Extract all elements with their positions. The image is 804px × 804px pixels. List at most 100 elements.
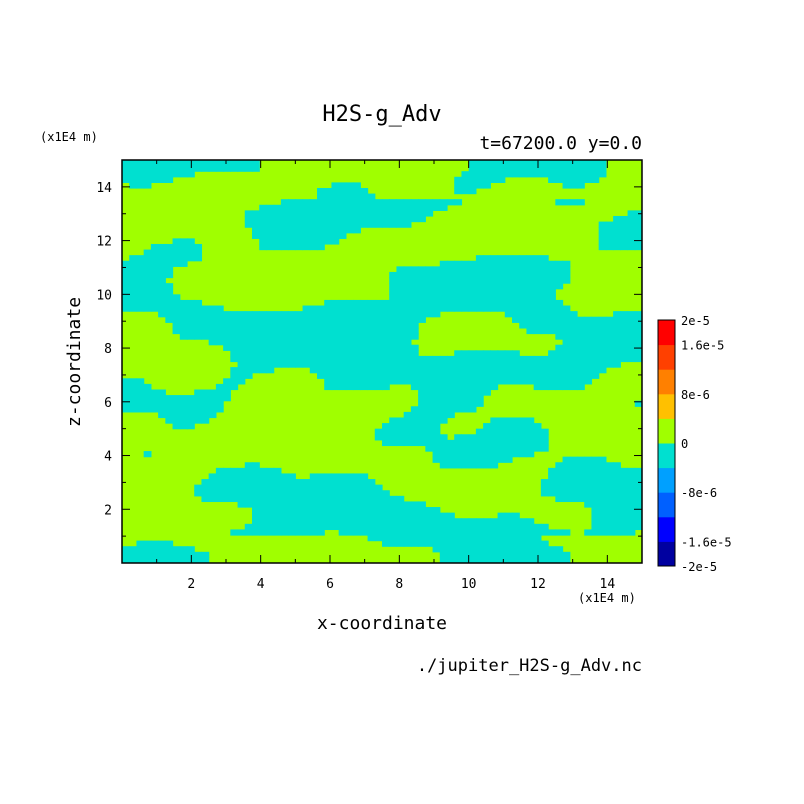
field-cell-negative xyxy=(577,372,585,379)
field-cell-negative xyxy=(215,383,224,391)
field-cell-negative xyxy=(540,551,549,559)
field-cell-negative xyxy=(223,316,231,323)
field-cell-negative xyxy=(122,389,130,396)
field-cell-negative xyxy=(345,518,354,525)
field-cell-negative xyxy=(150,294,159,301)
field-cell-negative xyxy=(627,490,636,497)
field-cell-negative xyxy=(360,355,369,363)
field-cell-negative xyxy=(280,333,289,340)
field-cell-negative xyxy=(562,383,571,391)
field-cell-negative xyxy=(605,484,614,491)
field-cell-negative xyxy=(259,467,268,475)
field-cell-negative xyxy=(165,171,174,178)
field-cell-negative xyxy=(201,557,210,563)
field-cell-negative xyxy=(555,322,564,329)
field-cell-negative xyxy=(598,350,607,357)
field-cell-negative xyxy=(179,322,188,329)
field-cell-negative xyxy=(519,171,528,178)
field-cell-negative xyxy=(353,221,361,228)
field-cell-negative xyxy=(345,327,354,335)
field-cell-negative xyxy=(223,473,231,480)
field-cell-negative xyxy=(179,299,188,307)
field-cell-negative xyxy=(172,255,181,262)
field-cell-negative xyxy=(418,529,426,536)
field-cell-negative xyxy=(280,316,289,323)
field-cell-negative xyxy=(396,316,405,323)
field-cell-negative xyxy=(179,255,188,262)
field-cell-negative xyxy=(150,283,159,290)
field-cell-negative xyxy=(172,249,181,256)
field-cell-negative xyxy=(367,333,376,340)
field-cell-negative xyxy=(338,339,347,346)
field-cell-negative xyxy=(627,311,636,318)
field-cell-negative xyxy=(396,434,405,441)
field-cell-negative xyxy=(302,495,311,503)
field-cell-negative xyxy=(526,294,535,301)
field-cell-negative xyxy=(273,243,282,251)
field-cell-negative xyxy=(447,400,455,407)
field-cell-negative xyxy=(273,221,282,228)
field-cell-negative xyxy=(512,451,520,458)
field-cell-negative xyxy=(302,210,311,217)
field-cell-negative xyxy=(569,355,578,363)
field-cell-negative xyxy=(396,361,405,368)
field-cell-negative xyxy=(187,400,195,407)
field-cell-negative xyxy=(266,518,275,525)
field-cell-negative xyxy=(439,557,448,563)
field-cell-negative xyxy=(454,551,463,559)
field-cell-negative xyxy=(548,557,556,563)
field-cell-negative xyxy=(403,199,412,206)
field-cell-negative xyxy=(338,193,347,200)
field-cell-negative xyxy=(634,350,642,357)
field-cell-negative xyxy=(295,316,304,323)
field-cell-negative xyxy=(504,540,513,547)
field-cell-negative xyxy=(475,439,484,447)
field-cell-negative xyxy=(252,501,260,508)
field-cell-negative xyxy=(461,546,470,553)
field-cell-negative xyxy=(598,529,607,536)
field-cell-negative xyxy=(230,355,239,363)
field-cell-negative xyxy=(353,227,361,234)
field-cell-negative xyxy=(309,495,318,503)
field-cell-negative xyxy=(447,406,455,413)
field-cell-negative xyxy=(425,355,434,363)
field-cell-negative xyxy=(122,305,130,312)
field-cell-negative xyxy=(577,350,585,357)
field-cell-negative xyxy=(317,361,325,368)
field-cell-negative xyxy=(519,428,528,435)
field-cell-negative xyxy=(382,439,390,447)
field-cell-negative xyxy=(187,243,195,251)
field-cell-negative xyxy=(562,171,571,178)
field-cell-negative xyxy=(432,529,441,536)
field-cell-negative xyxy=(577,171,585,178)
field-cell-negative xyxy=(540,327,549,335)
field-cell-negative xyxy=(172,165,181,172)
field-cell-negative xyxy=(143,266,152,273)
field-cell-negative xyxy=(548,171,556,178)
field-cell-negative xyxy=(280,361,289,368)
field-cell-negative xyxy=(273,227,282,234)
field-cell-negative xyxy=(136,299,145,307)
field-cell-negative xyxy=(129,551,138,559)
field-cell-negative xyxy=(598,523,607,531)
field-cell-negative xyxy=(497,160,506,167)
field-cell-negative xyxy=(317,523,325,531)
field-cell-negative xyxy=(526,372,535,379)
field-cell-negative xyxy=(338,518,347,525)
field-cell-negative xyxy=(208,322,217,329)
field-cell-negative xyxy=(302,529,311,536)
field-cell-negative xyxy=(447,378,455,385)
field-cell-negative xyxy=(555,266,564,273)
field-cell-negative xyxy=(490,299,499,307)
field-cell-negative xyxy=(317,199,325,206)
field-cell-negative xyxy=(345,473,354,480)
field-cell-negative xyxy=(447,372,455,379)
field-cell-negative xyxy=(280,479,289,486)
field-cell-negative xyxy=(382,350,390,357)
field-cell-negative xyxy=(540,484,549,491)
field-cell-negative xyxy=(591,333,600,340)
field-cell-negative xyxy=(425,423,434,430)
field-cell-negative xyxy=(519,372,528,379)
field-cell-negative xyxy=(504,372,513,379)
field-cell-negative xyxy=(504,417,513,424)
